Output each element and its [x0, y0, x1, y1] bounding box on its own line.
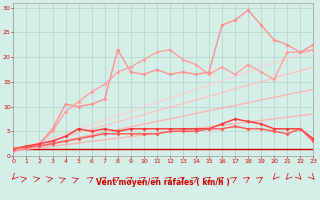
X-axis label: Vent moyen/en rafales ( km/h ): Vent moyen/en rafales ( km/h ): [96, 178, 230, 187]
